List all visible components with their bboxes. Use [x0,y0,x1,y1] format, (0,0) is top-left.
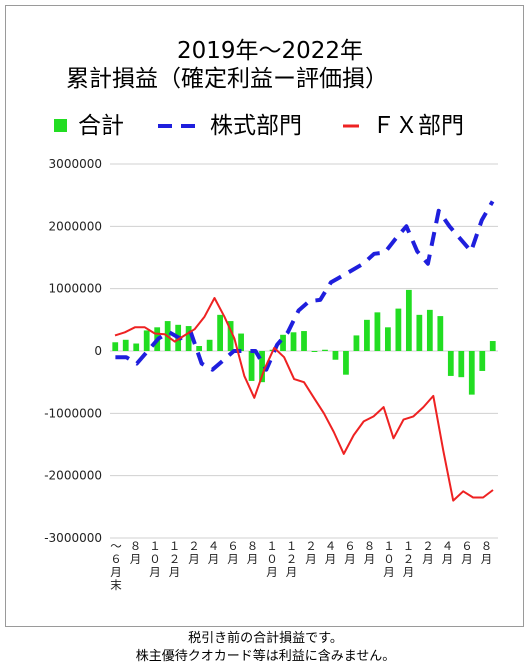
bar-total [489,341,496,351]
bar-total [227,321,234,351]
y-axis: 3000000 2000000 1000000 0 -1000000 -2000000 -3… [44,157,102,545]
chart-canvas: 2019年〜2022年 累計損益（確定利益ー評価損） 合計 株式部門 ＦＸ部門 … [44,38,498,592]
bar-total [395,308,402,351]
bar-total [217,314,223,351]
bar-total [353,335,360,351]
bar-total [374,312,381,351]
y-tick-label: 0 [94,344,102,358]
chart-title: 2019年〜2022年 [177,38,363,64]
bar-total [301,331,307,351]
bar-total [238,333,244,351]
bar-total [416,314,423,351]
x-tick-label: 〜６月末 [110,539,122,592]
x-tick-label: ２月 [422,539,434,566]
bar-total [458,351,465,378]
y-tick-label: -3000000 [44,531,102,545]
x-tick-label: １２月 [169,539,181,579]
series-lines [114,200,495,502]
x-axis: 〜６月末 ８月 １０月 １２月 ２月 ４月 ６月 ８月 １０月 １２月 ２月 ４月 ６月 ８月 １０月 １２月… [110,539,492,592]
x-tick-label: １０月 [149,539,161,579]
caption-line-1: 税引き前の合計損益です。 [188,631,343,646]
bar-total [280,334,286,351]
bar-total [311,351,318,352]
bar-total [343,351,349,375]
chart-subtitle: 累計損益（確定利益ー評価損） [66,66,388,92]
bar-total [196,346,203,351]
bar-total [385,327,391,351]
bar-total [322,349,328,351]
legend-label-total: 合計 [78,113,124,139]
caption-line-2: 株主優待クオカード等は利益に含みません。 [135,649,396,664]
series-line-stock [115,200,495,372]
x-tick-label: ２月 [188,539,200,566]
legend: 合計 株式部門 ＦＸ部門 [54,113,464,139]
x-tick-label: ４月 [325,539,337,566]
legend-swatch-total [54,119,67,132]
bar-total [426,309,433,351]
y-tick-label: 1000000 [49,282,102,296]
bar-total [447,351,454,376]
bar-total [112,342,119,351]
x-tick-label: ６月 [227,539,239,566]
legend-label-fx: ＦＸ部門 [372,113,464,139]
x-tick-label: ６月 [344,539,356,566]
x-tick-label: １２月 [286,539,298,579]
x-tick-label: ８月 [130,539,142,566]
x-tick-label: １２月 [403,539,415,579]
bar-total [248,351,255,381]
x-tick-label: ４月 [442,539,454,566]
bar-total [405,289,412,351]
y-tick-label: 2000000 [49,219,102,233]
bar-total [364,319,370,351]
x-tick-label: ６月 [461,539,473,566]
bar-total [259,351,265,383]
bar-total [332,351,339,360]
x-tick-label: １０月 [266,539,278,579]
caption: 税引き前の合計損益です。 株主優待クオカード等は利益に含みません。 [0,630,531,666]
bar-total [290,332,297,351]
bar-total [437,316,444,351]
x-tick-label: ８月 [247,539,259,566]
chart-frame: 2019年〜2022年 累計損益（確定利益ー評価損） 合計 株式部門 ＦＸ部門 … [5,5,524,627]
x-tick-label: １０月 [383,539,395,579]
bar-total [468,351,475,395]
x-tick-label: ４月 [208,539,220,566]
bar-total [206,339,213,351]
y-tick-label: 3000000 [49,157,102,171]
legend-label-stock: 株式部門 [210,113,302,139]
x-tick-label: ２月 [305,539,317,566]
bar-total [122,339,129,351]
y-tick-label: -2000000 [44,469,102,483]
bar-total [143,330,150,351]
x-tick-label: ８月 [481,539,493,566]
x-tick-label: ８月 [364,539,376,566]
y-tick-label: -1000000 [44,406,102,420]
bar-total [133,343,140,351]
series-line-fx [114,297,494,502]
bar-total [185,326,192,351]
bar-total [479,351,486,371]
